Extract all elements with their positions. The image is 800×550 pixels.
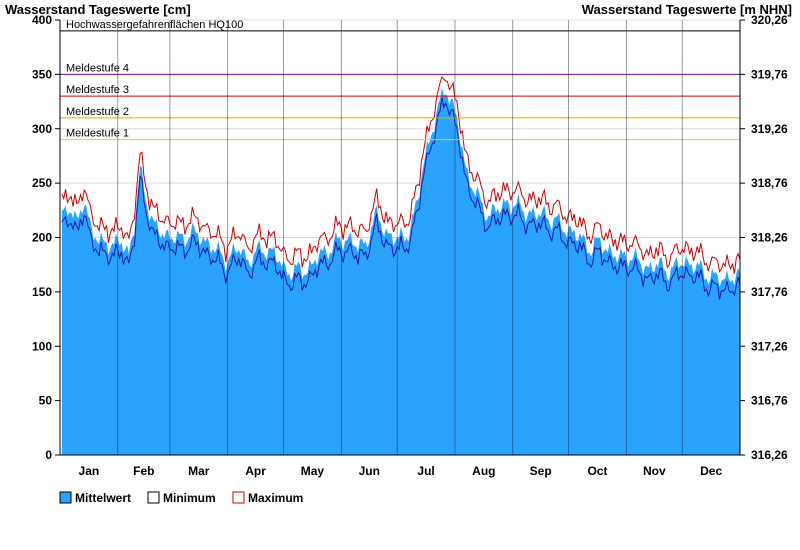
month-label: Jun — [359, 464, 380, 478]
right-tick-label: 319,76 — [751, 67, 788, 81]
threshold-label: Hochwassergefahrenflächen HQ100 — [66, 19, 243, 31]
right-axis-title: Wasserstand Tageswerte [m NHN] — [582, 2, 792, 17]
left-tick-label: 150 — [32, 285, 52, 299]
left-tick-label: 250 — [32, 176, 52, 190]
right-tick-label: 317,76 — [751, 285, 788, 299]
left-tick-label: 350 — [32, 67, 52, 81]
left-axis-title: Wasserstand Tageswerte [cm] — [5, 2, 191, 17]
threshold-label: Meldestufe 3 — [66, 84, 129, 96]
right-tick-label: 318,76 — [751, 176, 788, 190]
legend-swatch — [59, 491, 72, 504]
right-tick-label: 316,26 — [751, 448, 788, 462]
right-tick-label: 319,26 — [751, 122, 788, 136]
legend-label: Mittelwert — [75, 491, 131, 505]
legend-label: Maximum — [248, 491, 303, 505]
month-label: Mar — [188, 464, 210, 478]
threshold-label: Meldestufe 2 — [66, 106, 129, 118]
left-tick-labels: 0 50 100 150 200 250 300 350 400 — [32, 13, 60, 462]
minimum-line — [61, 97, 741, 300]
month-label: Jul — [417, 464, 434, 478]
month-separators — [117, 20, 683, 455]
month-label: Sep — [530, 464, 552, 478]
left-tick-label: 200 — [32, 231, 52, 245]
series-group — [61, 75, 741, 455]
legend-swatch — [147, 491, 160, 504]
month-label: May — [301, 464, 325, 478]
right-tick-label: 320,26 — [751, 13, 788, 27]
month-label: Oct — [587, 464, 607, 478]
month-label: Dec — [700, 464, 722, 478]
maximum-line — [61, 75, 741, 274]
month-label: Jan — [79, 464, 100, 478]
month-label: Aug — [472, 464, 495, 478]
left-tick-label: 100 — [32, 339, 52, 353]
right-tick-label: 318,26 — [751, 231, 788, 245]
month-label: Feb — [133, 464, 154, 478]
right-tick-label: 316,76 — [751, 394, 788, 408]
legend-label: Minimum — [163, 491, 216, 505]
left-tick-label: 0 — [45, 448, 52, 462]
threshold-label: Meldestufe 1 — [66, 128, 129, 140]
month-label: Nov — [643, 464, 666, 478]
right-tick-label: 317,26 — [751, 339, 788, 353]
legend-swatch — [232, 491, 245, 504]
left-tick-label: 400 — [32, 13, 52, 27]
left-tick-label: 50 — [39, 394, 53, 408]
threshold-label: Meldestufe 4 — [66, 62, 129, 74]
month-labels: Jan Feb Mar Apr May Jun Jul Aug Sep Oct Nov Dec — [79, 464, 723, 478]
right-tick-labels: 316,26 316,76 317,26 317,76 318,26 318,76 319,… — [740, 13, 788, 462]
legend: Mittelwert Minimum Maximum — [59, 491, 303, 505]
left-tick-label: 300 — [32, 122, 52, 136]
month-label: Apr — [245, 464, 266, 478]
mean-area — [61, 88, 741, 455]
